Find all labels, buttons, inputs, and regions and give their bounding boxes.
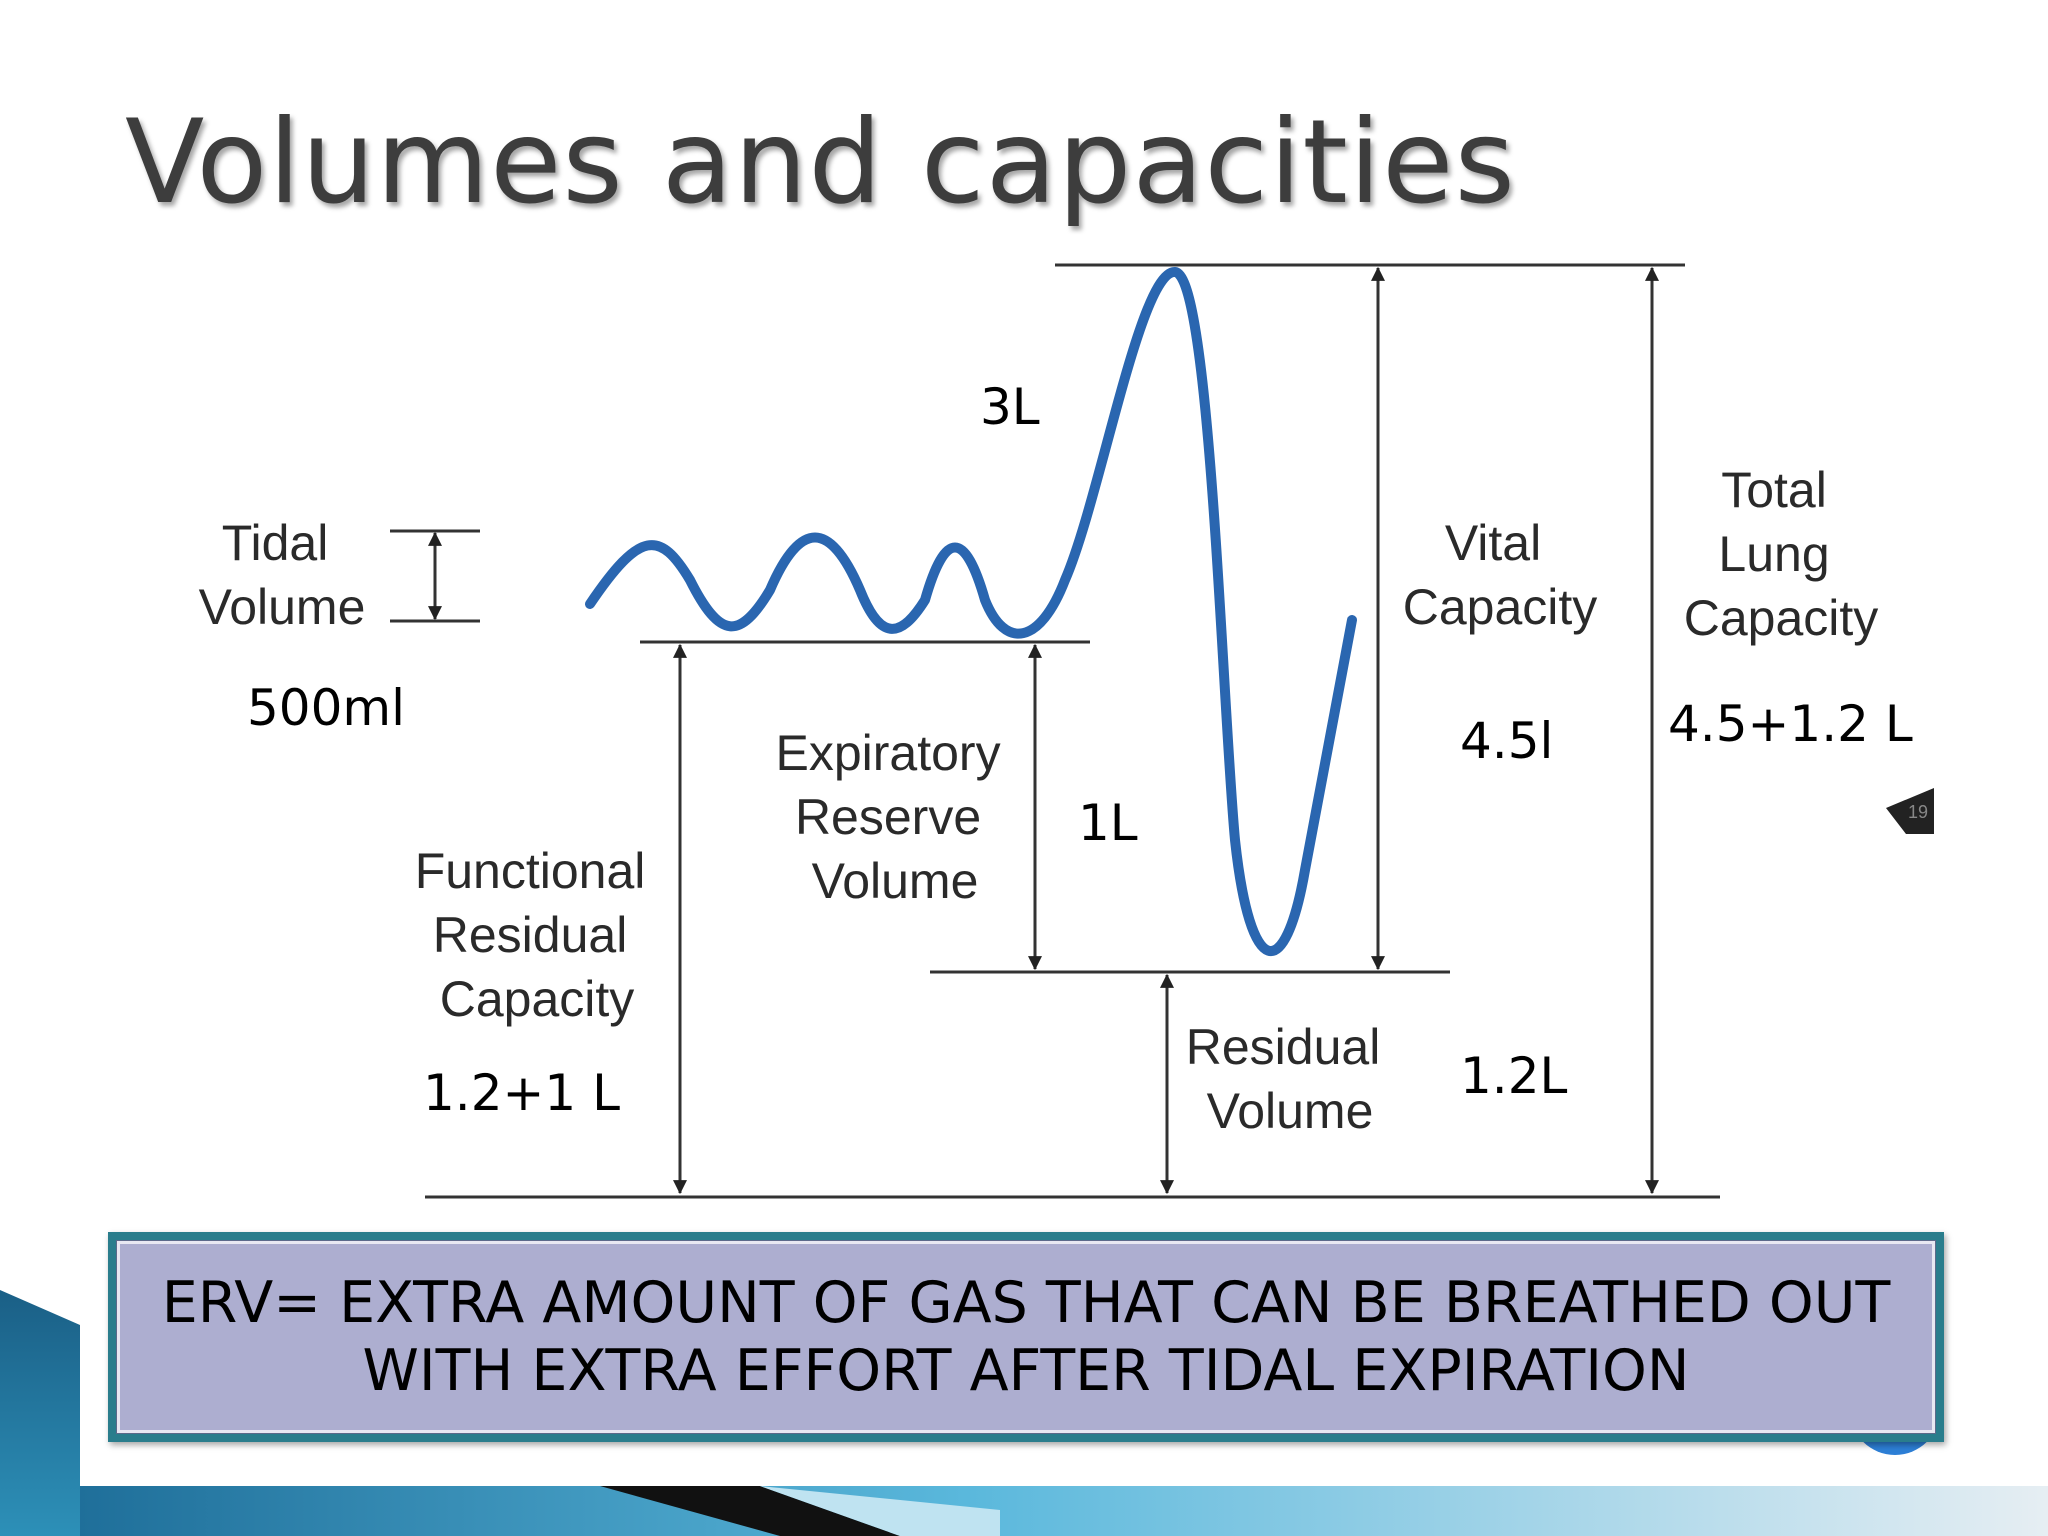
erv-note-line-1: ERV= EXTRA AMOUNT OF GAS THAT CAN BE BRE…: [161, 1270, 1891, 1336]
footer-left-wedge: [0, 1290, 80, 1536]
frc-label: Functional Residual Capacity: [415, 843, 660, 1027]
erv-label: Expiratory Reserve Volume: [776, 725, 1015, 909]
erv-note-line-2: WITH EXTRA EFFORT AFTER TIDAL EXPIRATION: [362, 1338, 1690, 1404]
total-lung-capacity-value: 4.5+1.2 L: [1668, 695, 1913, 753]
frc-value: 1.2+1 L: [423, 1064, 620, 1122]
tidal-volume-label: Tidal Volume: [199, 515, 366, 635]
spirometry-trace: [585, 267, 1357, 956]
tidal-volume-value: 500ml: [247, 679, 405, 737]
erv-note-box: ERV= EXTRA AMOUNT OF GAS THAT CAN BE BRE…: [108, 1232, 1944, 1442]
footer-light-stripe: [760, 1486, 1000, 1536]
residual-volume-label: Residual Volume: [1186, 1019, 1394, 1139]
total-lung-capacity-label: Total Lung Capacity: [1684, 462, 1879, 646]
slide-title: Volumes and capacities: [125, 95, 1516, 230]
slide-number-text: 19: [1908, 802, 1928, 822]
erv-note-text: ERV= EXTRA AMOUNT OF GAS THAT CAN BE BRE…: [116, 1240, 1936, 1434]
irv-value: 3L: [980, 378, 1040, 436]
vital-capacity-label: Vital Capacity: [1403, 515, 1598, 635]
erv-value: 1L: [1078, 794, 1138, 852]
residual-volume-value: 1.2L: [1460, 1047, 1568, 1105]
footer-dark-stripe: [600, 1486, 900, 1536]
slide-number-badge: [1886, 788, 1934, 834]
vital-capacity-value: 4.5l: [1460, 712, 1553, 770]
footer-band: [80, 1486, 2048, 1536]
